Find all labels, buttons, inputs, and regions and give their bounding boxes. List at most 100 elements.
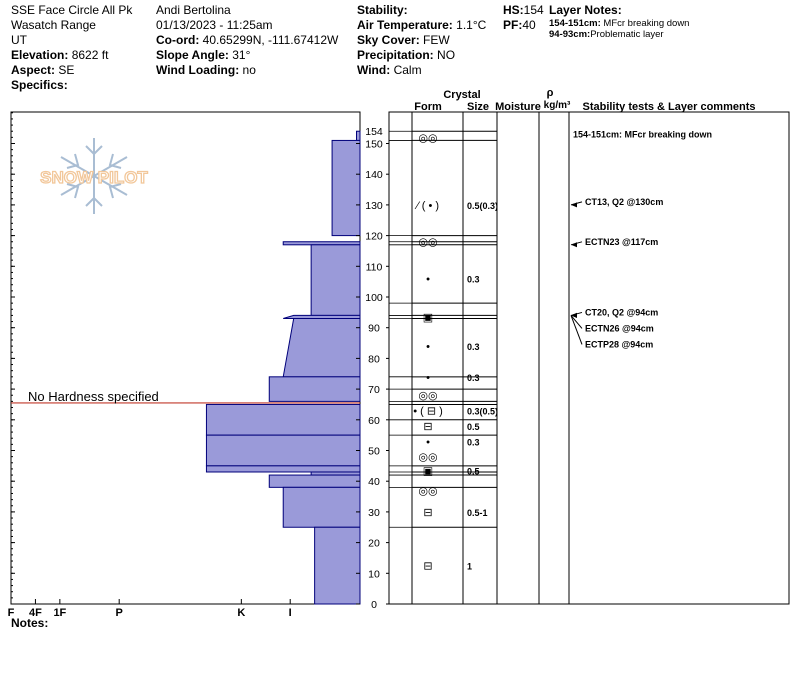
size-header: Size [467, 101, 489, 113]
arrowhead-icon [571, 202, 577, 208]
crystal-form-symbol: ▣ [423, 312, 433, 324]
specifics-label: Specifics: [11, 78, 68, 92]
state: UT [11, 33, 27, 47]
air-temperature: Air Temperature: 1.1°C [357, 18, 487, 32]
snowpilot-logo-text: SNOW PILOT [40, 168, 148, 187]
crystal-form-symbol: ◎◎ [418, 237, 437, 249]
arrowhead-icon [571, 242, 577, 248]
y-tick-label: 40 [368, 476, 380, 488]
y-tick-label: 100 [365, 292, 383, 304]
crystal-size: 0.5 [467, 466, 480, 476]
crystal-form-symbol: ◎◎ [418, 132, 437, 144]
crystal-form-symbol: ⊟ [423, 561, 432, 573]
form-header: Form [414, 101, 442, 113]
notes-label: Notes: [11, 616, 48, 630]
stability: Stability: [357, 3, 408, 17]
crystal-header: Crystal [443, 89, 480, 101]
layer-note: 94-93cm:Problematic layer [549, 29, 664, 40]
y-tick-label: 80 [368, 353, 380, 365]
wind: Wind: Calm [357, 63, 422, 77]
hardness-bar [268, 474, 361, 488]
layer-table-frame [388, 111, 790, 605]
aspect: Aspect: SE [11, 63, 75, 77]
x-tick-label: I [289, 607, 292, 619]
crystal-form-symbol: ⊟ [423, 507, 432, 519]
header-col1: SSE Face Circle All Pk Wasatch Range UT … [11, 3, 132, 93]
y-tick-label: 10 [368, 568, 380, 580]
y-tick-label: 90 [368, 323, 380, 335]
slope-angle: Slope Angle: 31° [156, 48, 251, 62]
y-tick-label: 150 [365, 139, 383, 151]
density-unit-header: kg/m³ [544, 100, 571, 111]
date-time: 01/13/2023 - 11:25am [156, 18, 273, 32]
wind-loading: Wind Loading: no [156, 63, 256, 77]
header-col3: Stability: Air Temperature: 1.1°C Sky Co… [357, 3, 486, 78]
crystal-form-symbol: ◎◎ [418, 485, 437, 497]
layer-rows-group: ◎◎ ⁄ ( • ) 0.5(0.3) ◎◎ • 0.3 ▣ • 0.3 • 0.3 ◎◎ • ( ⊟ … [389, 129, 712, 605]
layer-note: 154-151cm: MFcr breaking down [549, 18, 690, 29]
crystal-size: 0.3(0.5) [467, 407, 498, 417]
crystal-form-symbol: • [426, 436, 430, 448]
arrowhead-icon [571, 312, 577, 318]
comment-arrow [570, 315, 583, 345]
crystal-size: 0.3 [467, 373, 480, 383]
crystal-size: 0.3 [467, 275, 480, 285]
crystal-form-symbol: ⊟ [423, 421, 432, 433]
crystal-form-symbol: ◎◎ [418, 452, 437, 464]
crystal-form-symbol: • [426, 372, 430, 384]
header-col2: Andi Bertolina 01/13/2023 - 11:25am Co-o… [156, 3, 338, 78]
sky-cover: Sky Cover: FEW [357, 33, 450, 47]
crystal-form-symbol: ▣ [423, 465, 433, 477]
stability-comment: CT13, Q2 @130cm [585, 197, 663, 207]
y-tick-label: 110 [366, 261, 383, 273]
snowpilot-watermark: SNOW PILOT [40, 138, 149, 214]
snowflake-icon [60, 138, 128, 214]
comment-arrow [570, 315, 583, 329]
snow-height: HS:154 [503, 3, 544, 17]
crystal-size: 0.3 [467, 437, 480, 447]
y-tick-label: 70 [368, 384, 380, 396]
density-rho-header: ρ [547, 87, 554, 99]
stability-comment: 154-151cm: MFcr breaking down [573, 129, 712, 139]
coordinates: Co-ord: 40.65299N, -111.67412W [156, 33, 339, 47]
crystal-form-symbol: • ( ⊟ ) [413, 406, 443, 418]
layer-notes: Layer Notes: [549, 3, 622, 18]
layer-notes-list: 154-151cm: MFcr breaking down 94-93cm:Pr… [549, 18, 689, 40]
hardness-bars-group [205, 130, 361, 605]
crystal-size: 0.5(0.3) [467, 201, 498, 211]
hardness-bar [282, 317, 361, 378]
hardness-bar [205, 465, 361, 473]
y-tick-label: 30 [368, 507, 380, 519]
y-tick-label: 120 [365, 231, 383, 243]
header-col4: HS:154 PF:40 [503, 3, 544, 33]
stability-comment: CT20, Q2 @94cm [585, 307, 658, 317]
stability-comment: ECTN23 @117cm [585, 237, 658, 247]
comments-header: Stability tests & Layer comments [582, 101, 755, 113]
x-tick-label: F [8, 607, 15, 619]
crystal-size: 0.5 [467, 422, 480, 432]
crystal-size: 0.5-1 [467, 508, 488, 518]
hardness-bar [314, 526, 361, 605]
crystal-form-symbol: • [426, 341, 430, 353]
x-tick-label: P [116, 607, 123, 619]
stability-comment: ECTN26 @94cm [585, 323, 654, 333]
y-tick-label: 60 [368, 415, 380, 427]
observer: Andi Bertolina [156, 3, 231, 17]
penetration-foot: PF:40 [503, 18, 536, 32]
crystal-form-symbol: ◎◎ [418, 390, 437, 402]
hardness-bar [205, 403, 361, 436]
elevation: Elevation: 8622 ft [11, 48, 109, 62]
crystal-size: 0.3 [467, 342, 480, 352]
hardness-bar [356, 130, 361, 141]
stability-comment: ECTP28 @94cm [585, 339, 653, 349]
location-name: SSE Face Circle All Pk [11, 3, 133, 17]
precipitation: Precipitation: NO [357, 48, 456, 62]
hardness-bar [310, 244, 361, 316]
hardness-bar [205, 434, 361, 467]
y-tick-label: 0 [371, 599, 377, 611]
y-tick-label: 50 [368, 446, 380, 458]
x-tick-label: 1F [53, 607, 66, 619]
x-tick-label: K [237, 607, 245, 619]
hs-tick-label: 154 [365, 126, 383, 138]
